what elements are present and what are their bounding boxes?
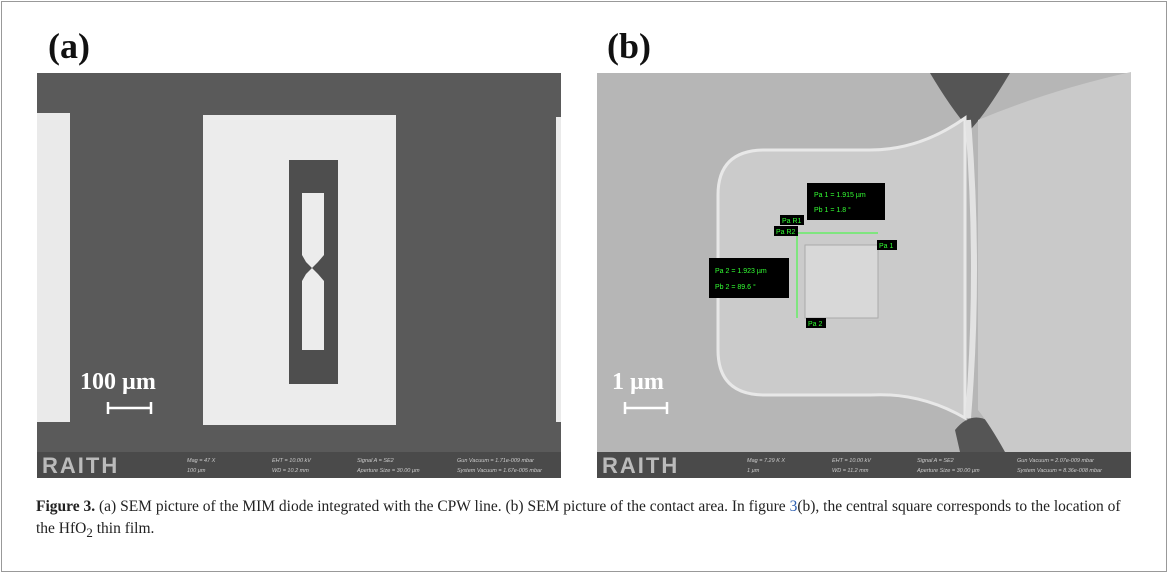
measurement-tag: Pa R1 — [782, 218, 802, 225]
scale-label: 100 µm — [80, 369, 156, 395]
caption: Figure 3. (a) SEM picture of the MIM dio… — [36, 496, 1136, 544]
measurement: Pa 2 = 1.923 µm — [715, 268, 767, 275]
sem-info: EHT = 10.00 kV — [272, 458, 312, 464]
scale-label: 1 µm — [612, 369, 664, 395]
brand: RAITH — [602, 453, 679, 478]
sem-info: Mag = 47 X — [187, 458, 216, 464]
measurement: Pa 1 = 1.915 µm — [814, 192, 866, 199]
sem-info: Aperture Size = 30.00 µm — [356, 468, 420, 474]
panel-label: (a) — [48, 26, 90, 66]
sem-info: WD = 11.2 mm — [832, 468, 869, 474]
measurement-tag: Pa 1 — [879, 243, 894, 250]
sem-info: Signal A = SE2 — [917, 458, 954, 464]
sem-info: 100 µm — [187, 468, 206, 474]
measurement-tag: Pa R2 — [776, 229, 796, 236]
page: (a) (b) 100 µm RAITH Pa 1 = 1.915 µm Pb … — [0, 0, 1168, 573]
panel-label: (b) — [607, 26, 651, 66]
caption-label: Figure 3. — [36, 498, 95, 515]
sem-info: EHT = 10.00 kV — [832, 458, 872, 464]
measurement-tag: Pa 2 — [808, 321, 823, 328]
sem-info: Aperture Size = 30.00 µm — [916, 468, 980, 474]
caption-text: thin film. — [93, 520, 155, 537]
sem-image-a — [37, 73, 561, 478]
caption-text: (a) SEM picture of the MIM diode integra… — [95, 498, 789, 515]
sem-info: Mag = 7.29 K X — [747, 458, 785, 464]
sem-info: 1 µm — [747, 468, 760, 474]
sem-image-b — [597, 72, 1131, 478]
sem-info: System Vacuum = 8.36e-008 mbar — [1017, 468, 1103, 474]
sem-info: Gun Vacuum = 1.71e-009 mbar — [457, 458, 535, 464]
sem-info: WD = 10.2 mm — [272, 468, 309, 474]
figure: (a) (b) 100 µm RAITH Pa 1 = 1.915 µm Pb … — [0, 0, 1168, 573]
sem-info: System Vacuum = 1.67e-005 mbar — [457, 468, 543, 474]
measurement: Pb 2 = 89.6 ° — [715, 283, 756, 291]
sem-info: Gun Vacuum = 2.07e-009 mbar — [1017, 458, 1095, 464]
measurement: Pb 1 = 1.8 ° — [814, 206, 851, 214]
sem-info: Signal A = SE2 — [357, 458, 394, 464]
brand: RAITH — [42, 453, 119, 478]
